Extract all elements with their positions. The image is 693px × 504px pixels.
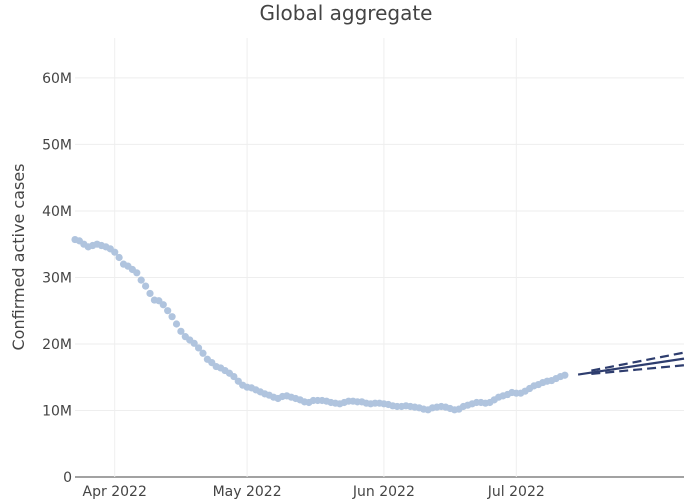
data-point	[142, 282, 150, 290]
x-tick-label: May 2022	[213, 484, 282, 500]
x-tick-labels: Apr 2022 May 2022 Jun 2022 Jul 2022	[83, 484, 545, 500]
y-gridlines	[75, 77, 684, 478]
y-tick-label: 20M	[42, 337, 72, 353]
y-tick-label: 10M	[42, 403, 72, 419]
data-point	[115, 253, 123, 262]
data-point	[137, 276, 145, 284]
data-point	[168, 313, 176, 321]
data-point	[159, 301, 167, 309]
x-tick-label: Jul 2022	[487, 484, 545, 500]
projection-upper-bound	[591, 351, 685, 372]
y-tick-label: 40M	[42, 204, 72, 220]
data-point	[199, 349, 207, 357]
chart-title: Global aggregate	[260, 1, 433, 25]
y-tick-labels: 0 10M 20M 30M 40M 50M 60M	[42, 71, 72, 486]
data-point	[111, 248, 119, 256]
data-point	[172, 320, 181, 328]
data-point	[164, 307, 172, 315]
y-tick-label: 60M	[42, 71, 72, 87]
data-point	[190, 339, 198, 347]
y-tick-label: 30M	[42, 270, 72, 286]
projection-center-line	[577, 357, 685, 376]
projection-lines	[577, 351, 685, 376]
observed-points	[71, 235, 569, 414]
projection-lower-bound	[591, 364, 685, 375]
y-tick-label: 0	[63, 470, 72, 486]
data-point	[194, 344, 203, 352]
data-point	[230, 372, 238, 381]
y-axis-label: Confirmed active cases	[9, 164, 28, 351]
y-tick-label: 50M	[42, 137, 72, 153]
x-tick-label: Apr 2022	[83, 484, 147, 500]
x-tick-label: Jun 2022	[352, 484, 415, 500]
data-point	[146, 289, 154, 298]
data-point	[561, 371, 569, 379]
data-point	[133, 269, 141, 277]
data-point	[177, 327, 185, 335]
